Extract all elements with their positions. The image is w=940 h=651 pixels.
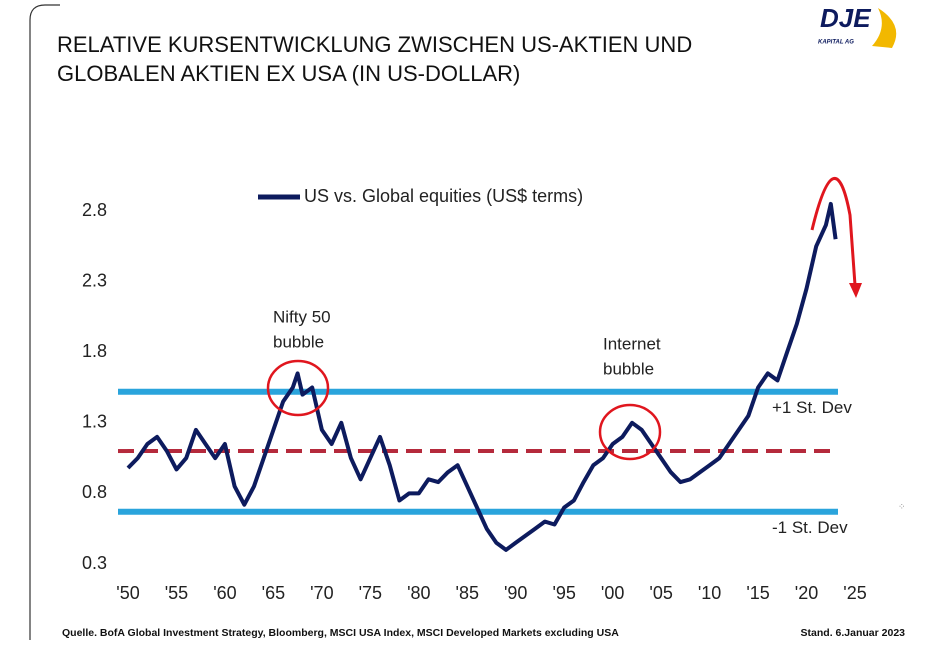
x-tick-label: '65	[262, 583, 285, 603]
frame	[29, 4, 60, 640]
annotation: Nifty 50	[273, 307, 331, 326]
x-tick-label: '15	[746, 583, 769, 603]
y-tick-label: 1.8	[82, 341, 107, 361]
x-tick-label: '90	[504, 583, 527, 603]
data-line	[126, 201, 838, 552]
x-tick-label: '85	[456, 583, 479, 603]
y-tick-label: 0.8	[82, 482, 107, 502]
x-tick-label: '55	[165, 583, 188, 603]
annotation: bubble	[273, 332, 324, 351]
x-tick-label: '10	[698, 583, 721, 603]
reference-label: +1 St. Dev	[772, 398, 852, 417]
logo: DJE	[820, 3, 871, 33]
x-tick-label: '20	[795, 583, 818, 603]
logo-sub: KAPITAL AG	[818, 40, 854, 46]
x-tick-label: '80	[407, 583, 430, 603]
y-tick-label: 2.3	[82, 270, 107, 290]
y-tick-label: 1.3	[82, 412, 107, 432]
x-tick-label: '00	[601, 583, 624, 603]
title-line: GLOBALEN AKTIEN EX USA (IN US-DOLLAR)	[57, 61, 520, 86]
legend-label: US vs. Global equities (US$ terms)	[304, 186, 583, 206]
x-tick-label: '05	[649, 583, 672, 603]
source: Quelle. BofA Global Investment Strategy,…	[62, 627, 619, 639]
x-tick-label: '25	[843, 583, 866, 603]
x-tick-label: '75	[359, 583, 382, 603]
highlight-circle	[266, 359, 330, 417]
y-tick-label: 0.3	[82, 553, 107, 573]
arrow	[810, 177, 857, 286]
date: Stand. 6.Januar 2023	[801, 627, 906, 639]
title-line: RELATIVE KURSENTWICKLUNG ZWISCHEN US-AKT…	[57, 32, 692, 57]
marker: ⁘	[898, 501, 906, 511]
logo-sail	[872, 8, 897, 48]
reference-label: -1 St. Dev	[772, 518, 848, 537]
x-tick-label: '50	[116, 583, 139, 603]
plot: 0.3 0.8 1.3 1.8 2.3 2.8 '50 '55 '60 '65 '70 '75 '80 '…	[82, 200, 867, 603]
highlight-circle	[598, 403, 662, 461]
y-tick-label: 2.8	[82, 200, 107, 220]
x-tick-label: '70	[310, 583, 333, 603]
annotation: bubble	[603, 359, 654, 378]
arrow-head	[849, 283, 862, 298]
annotation: Internet	[603, 334, 661, 353]
x-tick-label: '60	[213, 583, 236, 603]
x-tick-label: '95	[552, 583, 575, 603]
